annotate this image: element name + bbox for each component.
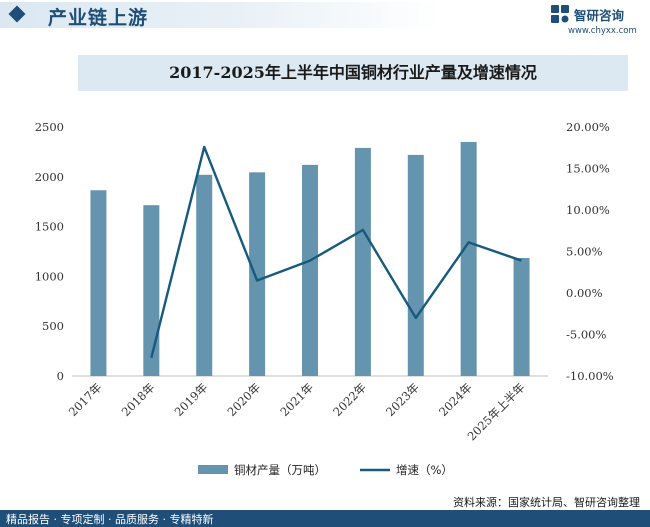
bar-8 [460, 141, 477, 376]
category-label: 2023年 [383, 380, 422, 419]
legend-bar-swatch [198, 465, 228, 474]
section-title: 产业链上游 [48, 7, 149, 29]
right-axis-tick-label: 20.00% [566, 120, 610, 134]
header-band [0, 2, 440, 28]
left-axis-tick-label: 1000 [35, 269, 64, 283]
right-axis-tick-label: 15.00% [566, 162, 610, 176]
bar-5 [302, 164, 318, 376]
category-label: 2019年 [172, 380, 211, 419]
left-axis-tick-label: 2000 [35, 170, 64, 184]
growth-line [150, 145, 522, 359]
footer-slogan: 精品报告 · 专项定制 · 品质服务 · 专精特新 [6, 513, 214, 526]
section-header: 产业链上游 [0, 0, 650, 30]
left-axis-tick-label: 0 [57, 369, 64, 383]
bar-2 [143, 205, 160, 376]
chart-title: 2017-2025年上半年中国铜材行业产量及增速情况 [169, 63, 537, 82]
right-axis-tick-label: 10.00% [566, 203, 610, 217]
bar-3 [196, 174, 213, 376]
left-axis-tick-label: 1500 [35, 220, 64, 234]
right-axis-tick-label: 5.00% [566, 245, 603, 259]
left-axis-tick-label: 500 [42, 319, 64, 333]
right-axis-tick-label: 0.00% [566, 286, 603, 300]
category-label: 2017年 [66, 380, 105, 419]
category-label: 2020年 [224, 380, 263, 419]
bar-6 [354, 147, 371, 376]
brand-name: 智研咨询 [574, 8, 625, 23]
bar-9 [513, 257, 530, 376]
left-axis-tick-label: 2500 [35, 120, 64, 134]
bar-1 [90, 190, 107, 376]
right-axis-tick-label: -5.00% [566, 328, 606, 342]
brand-url: www.chyxx.com [568, 26, 637, 36]
zhiyan-logo-icon [551, 5, 569, 23]
bar-7 [407, 154, 424, 376]
legend-line-label: 增速（%） [396, 463, 453, 477]
data-source: 资料来源：国家统计局、智研咨询整理 [453, 496, 640, 509]
chart-title-box: 2017-2025年上半年中国铜材行业产量及增速情况 [78, 55, 628, 91]
category-label: 2024年 [436, 380, 475, 419]
legend-bar-label: 铜材产量（万吨） [234, 463, 326, 477]
bar-4 [249, 172, 266, 376]
category-label: 2022年 [330, 380, 369, 419]
category-label: 2021年 [277, 380, 316, 419]
footer-bar: 精品报告 · 专项定制 · 品质服务 · 专精特新 [0, 510, 650, 527]
category-label: 2018年 [119, 380, 158, 419]
brand-logo: 智研咨询 www.chyxx.com [550, 4, 642, 38]
right-axis-tick-label: -10.00% [566, 369, 614, 383]
